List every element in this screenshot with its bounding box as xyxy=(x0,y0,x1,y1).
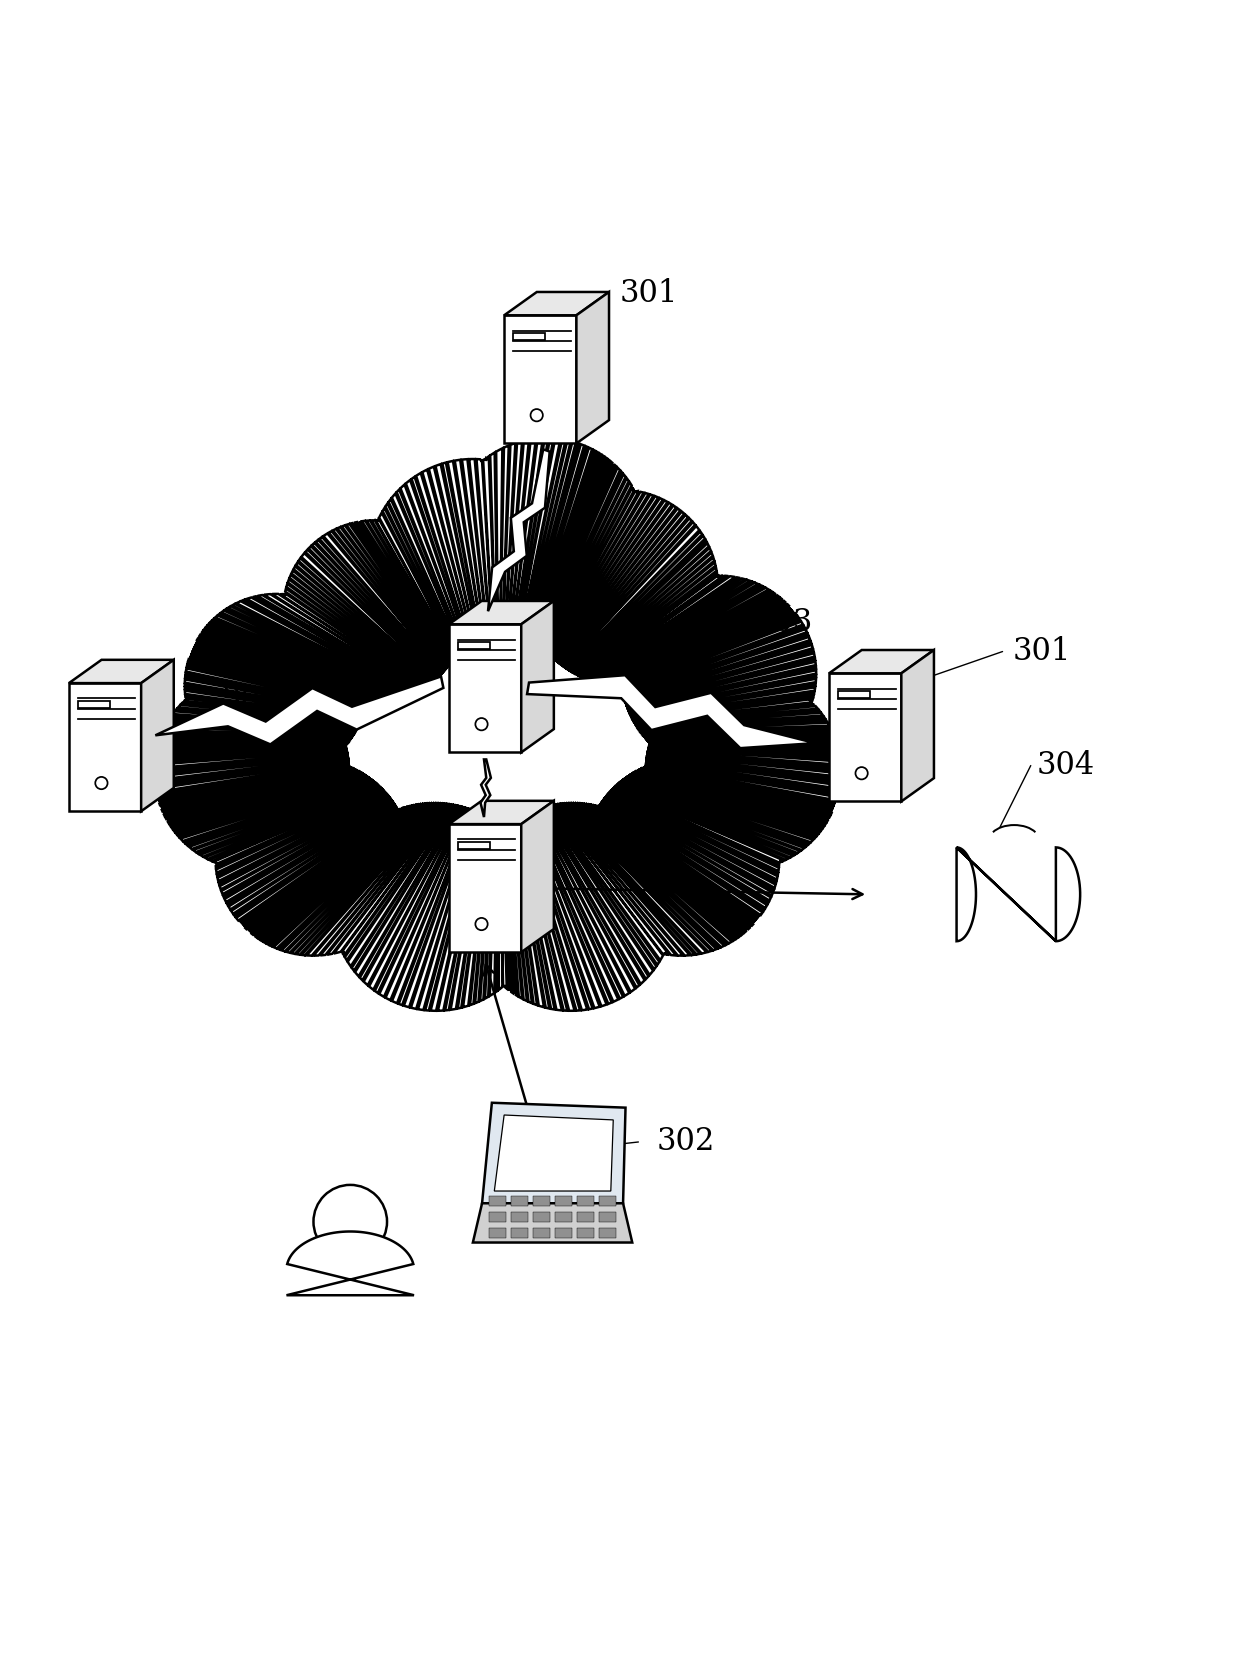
Bar xyxy=(533,1228,551,1238)
Polygon shape xyxy=(449,825,521,953)
Bar xyxy=(556,1211,572,1221)
Bar xyxy=(78,701,110,708)
Polygon shape xyxy=(449,601,554,625)
Polygon shape xyxy=(489,450,549,611)
Bar xyxy=(489,1196,506,1206)
Polygon shape xyxy=(155,676,444,745)
Polygon shape xyxy=(495,1115,614,1191)
Polygon shape xyxy=(286,1231,414,1294)
Polygon shape xyxy=(482,1103,625,1203)
Polygon shape xyxy=(521,801,554,953)
Bar xyxy=(513,333,546,340)
Polygon shape xyxy=(956,848,1080,941)
Polygon shape xyxy=(472,1203,632,1243)
Bar xyxy=(458,641,490,650)
Bar xyxy=(556,1228,572,1238)
Text: 303: 303 xyxy=(755,606,813,638)
Text: 302: 302 xyxy=(657,1126,715,1158)
Bar xyxy=(577,1196,594,1206)
Bar xyxy=(511,1228,528,1238)
Polygon shape xyxy=(449,625,521,753)
Polygon shape xyxy=(901,650,934,801)
Bar xyxy=(489,1211,506,1221)
Bar xyxy=(577,1228,594,1238)
Text: 301: 301 xyxy=(608,833,666,863)
Bar xyxy=(533,1211,551,1221)
Polygon shape xyxy=(154,438,841,1011)
Polygon shape xyxy=(830,650,934,673)
Bar xyxy=(556,1196,572,1206)
Bar xyxy=(599,1211,616,1221)
Bar xyxy=(511,1196,528,1206)
Text: 301: 301 xyxy=(620,278,678,308)
Circle shape xyxy=(314,1185,387,1258)
Polygon shape xyxy=(141,660,174,811)
Bar xyxy=(577,1211,594,1221)
Polygon shape xyxy=(69,683,141,811)
Polygon shape xyxy=(527,675,815,748)
Text: 304: 304 xyxy=(1037,750,1095,781)
Bar xyxy=(511,1211,528,1221)
Polygon shape xyxy=(69,660,174,683)
Text: 301: 301 xyxy=(222,685,280,716)
Bar xyxy=(458,841,490,850)
Bar xyxy=(489,1228,506,1238)
Polygon shape xyxy=(521,601,554,753)
Bar xyxy=(838,691,870,698)
Bar xyxy=(533,1196,551,1206)
Polygon shape xyxy=(505,315,577,443)
Polygon shape xyxy=(505,292,609,315)
Text: 301: 301 xyxy=(1012,636,1070,666)
Bar xyxy=(599,1196,616,1206)
Polygon shape xyxy=(481,760,491,816)
Polygon shape xyxy=(830,673,901,801)
Polygon shape xyxy=(577,292,609,443)
Polygon shape xyxy=(449,801,554,825)
Bar xyxy=(599,1228,616,1238)
